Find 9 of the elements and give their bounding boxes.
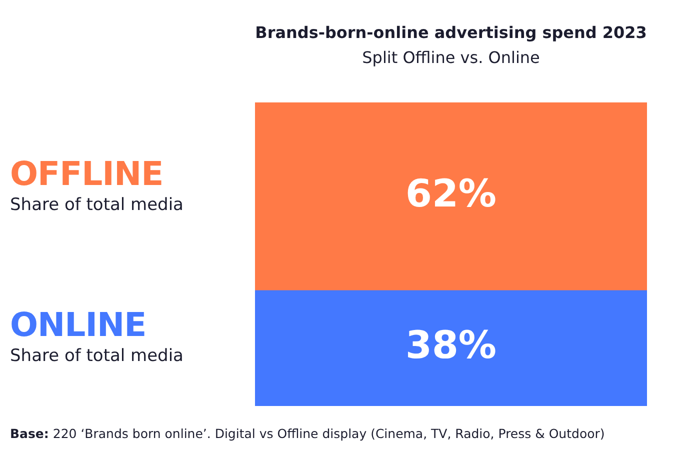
text: Share of total media: [10, 194, 184, 217]
text: Base: 220 ‘Brands born online’. Digital vs Offline display (Cinema, TV, Radio, Press & Outdoor): [10, 426, 605, 441]
data-label: 38%: [406, 323, 496, 368]
text: ONLINE: [10, 305, 148, 344]
text: Share of total media: [10, 345, 184, 368]
text: OFFLINE: [10, 154, 164, 193]
chart-title: Brands-born-online advertising spend 2023: [255, 22, 647, 42]
chart-subtitle: Split Offline vs. Online: [362, 48, 540, 67]
data-label: 62%: [406, 171, 496, 216]
